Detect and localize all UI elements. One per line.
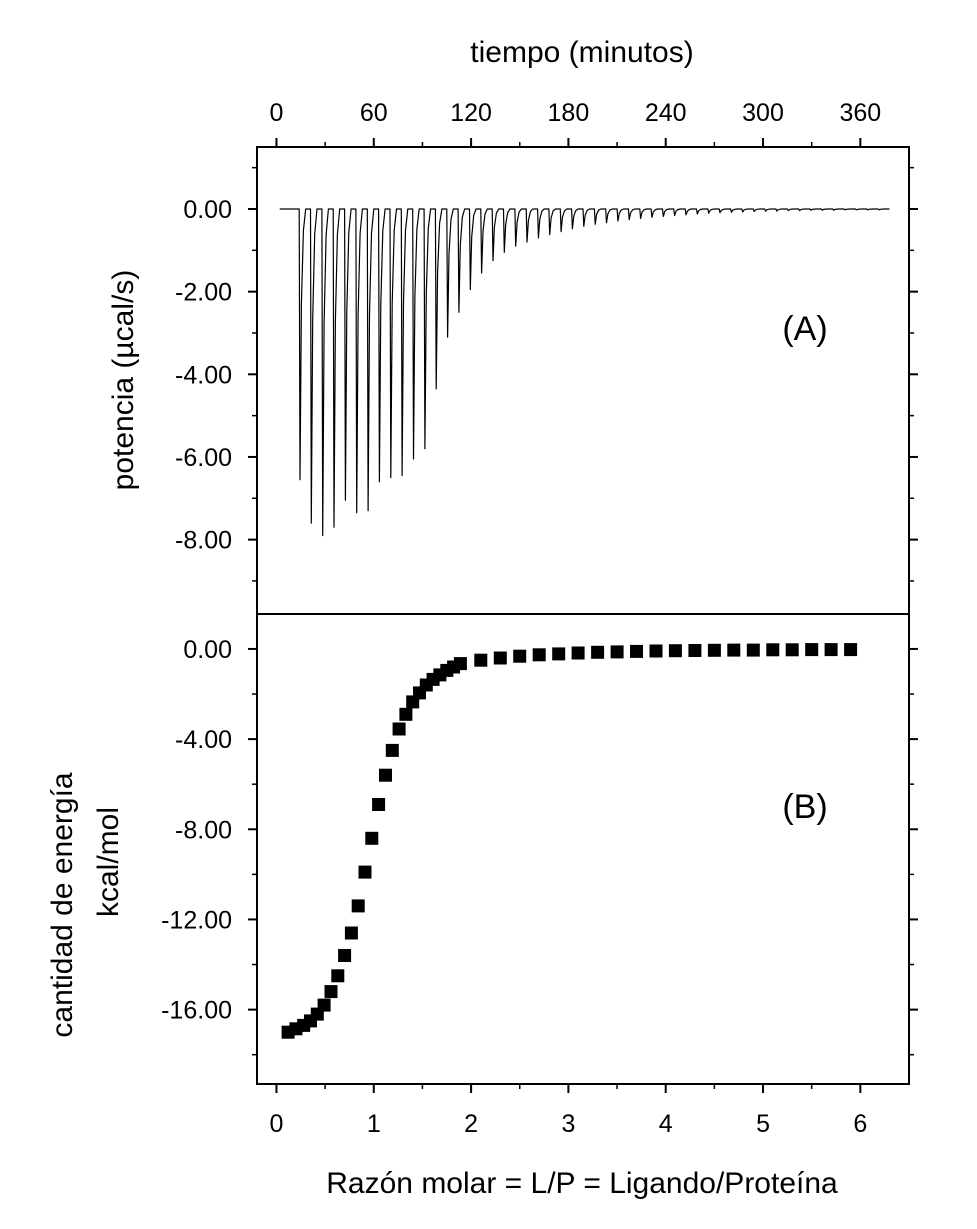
b-y-tick-label: -8.00: [175, 816, 232, 844]
b-data-point: [649, 644, 663, 658]
b-data-point: [474, 653, 488, 667]
b-data-point: [493, 651, 507, 665]
panel-a-ticks: [248, 138, 918, 582]
b-data-point: [571, 646, 585, 660]
b-x-tick-label: 0: [270, 1110, 284, 1138]
panel-a-data: [279, 208, 890, 537]
b-data-point: [552, 647, 566, 661]
b-data-point: [785, 643, 799, 657]
b-data-point: [331, 969, 345, 983]
panel-b-label: (B): [782, 788, 827, 826]
a-x-tick-label: 120: [450, 99, 492, 127]
b-y-tick-label: 0.00: [183, 636, 232, 664]
b-data-point: [532, 648, 546, 662]
a-y-tick-label: -2.00: [175, 279, 232, 307]
b-data-point: [385, 743, 399, 757]
panel-a-tick-labels: 0 60 120 180 240 300 360 0.00 -2.00 -4.00 -6.00 -8.…: [175, 99, 881, 555]
b-data-point: [317, 998, 331, 1012]
a-power-trace: [279, 208, 890, 537]
b-data-point: [746, 643, 760, 657]
b-data-point: [324, 985, 338, 999]
a-x-tick-label: 180: [548, 99, 590, 127]
a-y-tick-label: 0.00: [183, 196, 232, 224]
b-y-tick-label: -16.00: [161, 997, 232, 1025]
b-data-point: [379, 768, 392, 782]
panel-a-x-axis-title: tiempo (minutos): [470, 36, 693, 69]
a-y-tick-label: -4.00: [175, 361, 232, 389]
b-x-tick-label: 6: [853, 1110, 867, 1138]
b-data-point: [824, 643, 838, 657]
a-x-tick-label: 0: [270, 99, 284, 127]
panel-b-y-axis-title-line-1: cantidad de energía: [46, 772, 79, 1038]
b-x-tick-label: 3: [561, 1110, 575, 1138]
b-data-point: [591, 645, 605, 659]
b-data-point: [365, 831, 379, 845]
b-data-point: [630, 644, 643, 658]
a-y-tick-label: -8.00: [175, 527, 232, 555]
b-x-tick-label: 2: [464, 1110, 478, 1138]
b-data-point: [688, 644, 702, 657]
b-y-tick-label: -4.00: [175, 726, 232, 754]
panel-b: Razón molar = L/P = Ligando/Proteína can…: [46, 613, 918, 1200]
b-data-point: [372, 798, 386, 811]
b-y-tick-label: -12.00: [161, 906, 232, 934]
b-data-point: [844, 643, 858, 657]
a-x-tick-label: 300: [742, 99, 784, 127]
a-x-tick-label: 360: [839, 99, 881, 127]
b-data-point: [453, 657, 467, 671]
b-data-point: [707, 643, 721, 657]
b-data-point: [513, 649, 527, 663]
b-data-point: [610, 645, 624, 659]
b-data-point: [399, 707, 413, 721]
b-x-tick-label: 4: [659, 1110, 673, 1138]
panel-b-y-axis-title-line-2: kcal/mol: [92, 807, 125, 917]
b-data-point: [358, 865, 372, 879]
b-data-point: [805, 643, 819, 657]
b-data-point: [392, 722, 406, 736]
panel-a: tiempo (minutos) potencia (µcal/s) (A) 0…: [107, 36, 918, 615]
panel-b-frame: [256, 613, 910, 1085]
panel-b-data: [281, 643, 858, 1039]
panel-b-tick-labels: 0 1 2 3 4 5 6 0.00 -4.00 -8.00 -12.00 -16.00: [161, 636, 867, 1138]
panel-a-y-axis-title: potencia (µcal/s): [107, 270, 140, 491]
b-data-point: [766, 643, 780, 657]
a-y-tick-label: -6.00: [175, 444, 232, 472]
a-x-tick-label: 240: [645, 99, 687, 127]
panel-a-label: (A): [782, 310, 827, 348]
panel-b-ticks: [248, 647, 918, 1093]
b-data-point: [344, 926, 358, 940]
b-data-point: [727, 643, 741, 657]
b-data-point: [338, 949, 352, 962]
b-x-tick-label: 5: [756, 1110, 770, 1138]
b-x-tick-label: 1: [367, 1110, 381, 1138]
a-x-tick-label: 60: [360, 99, 388, 127]
panel-b-x-axis-title: Razón molar = L/P = Ligando/Proteína: [326, 1167, 838, 1200]
b-data-point: [668, 644, 682, 658]
b-data-point: [351, 899, 365, 913]
